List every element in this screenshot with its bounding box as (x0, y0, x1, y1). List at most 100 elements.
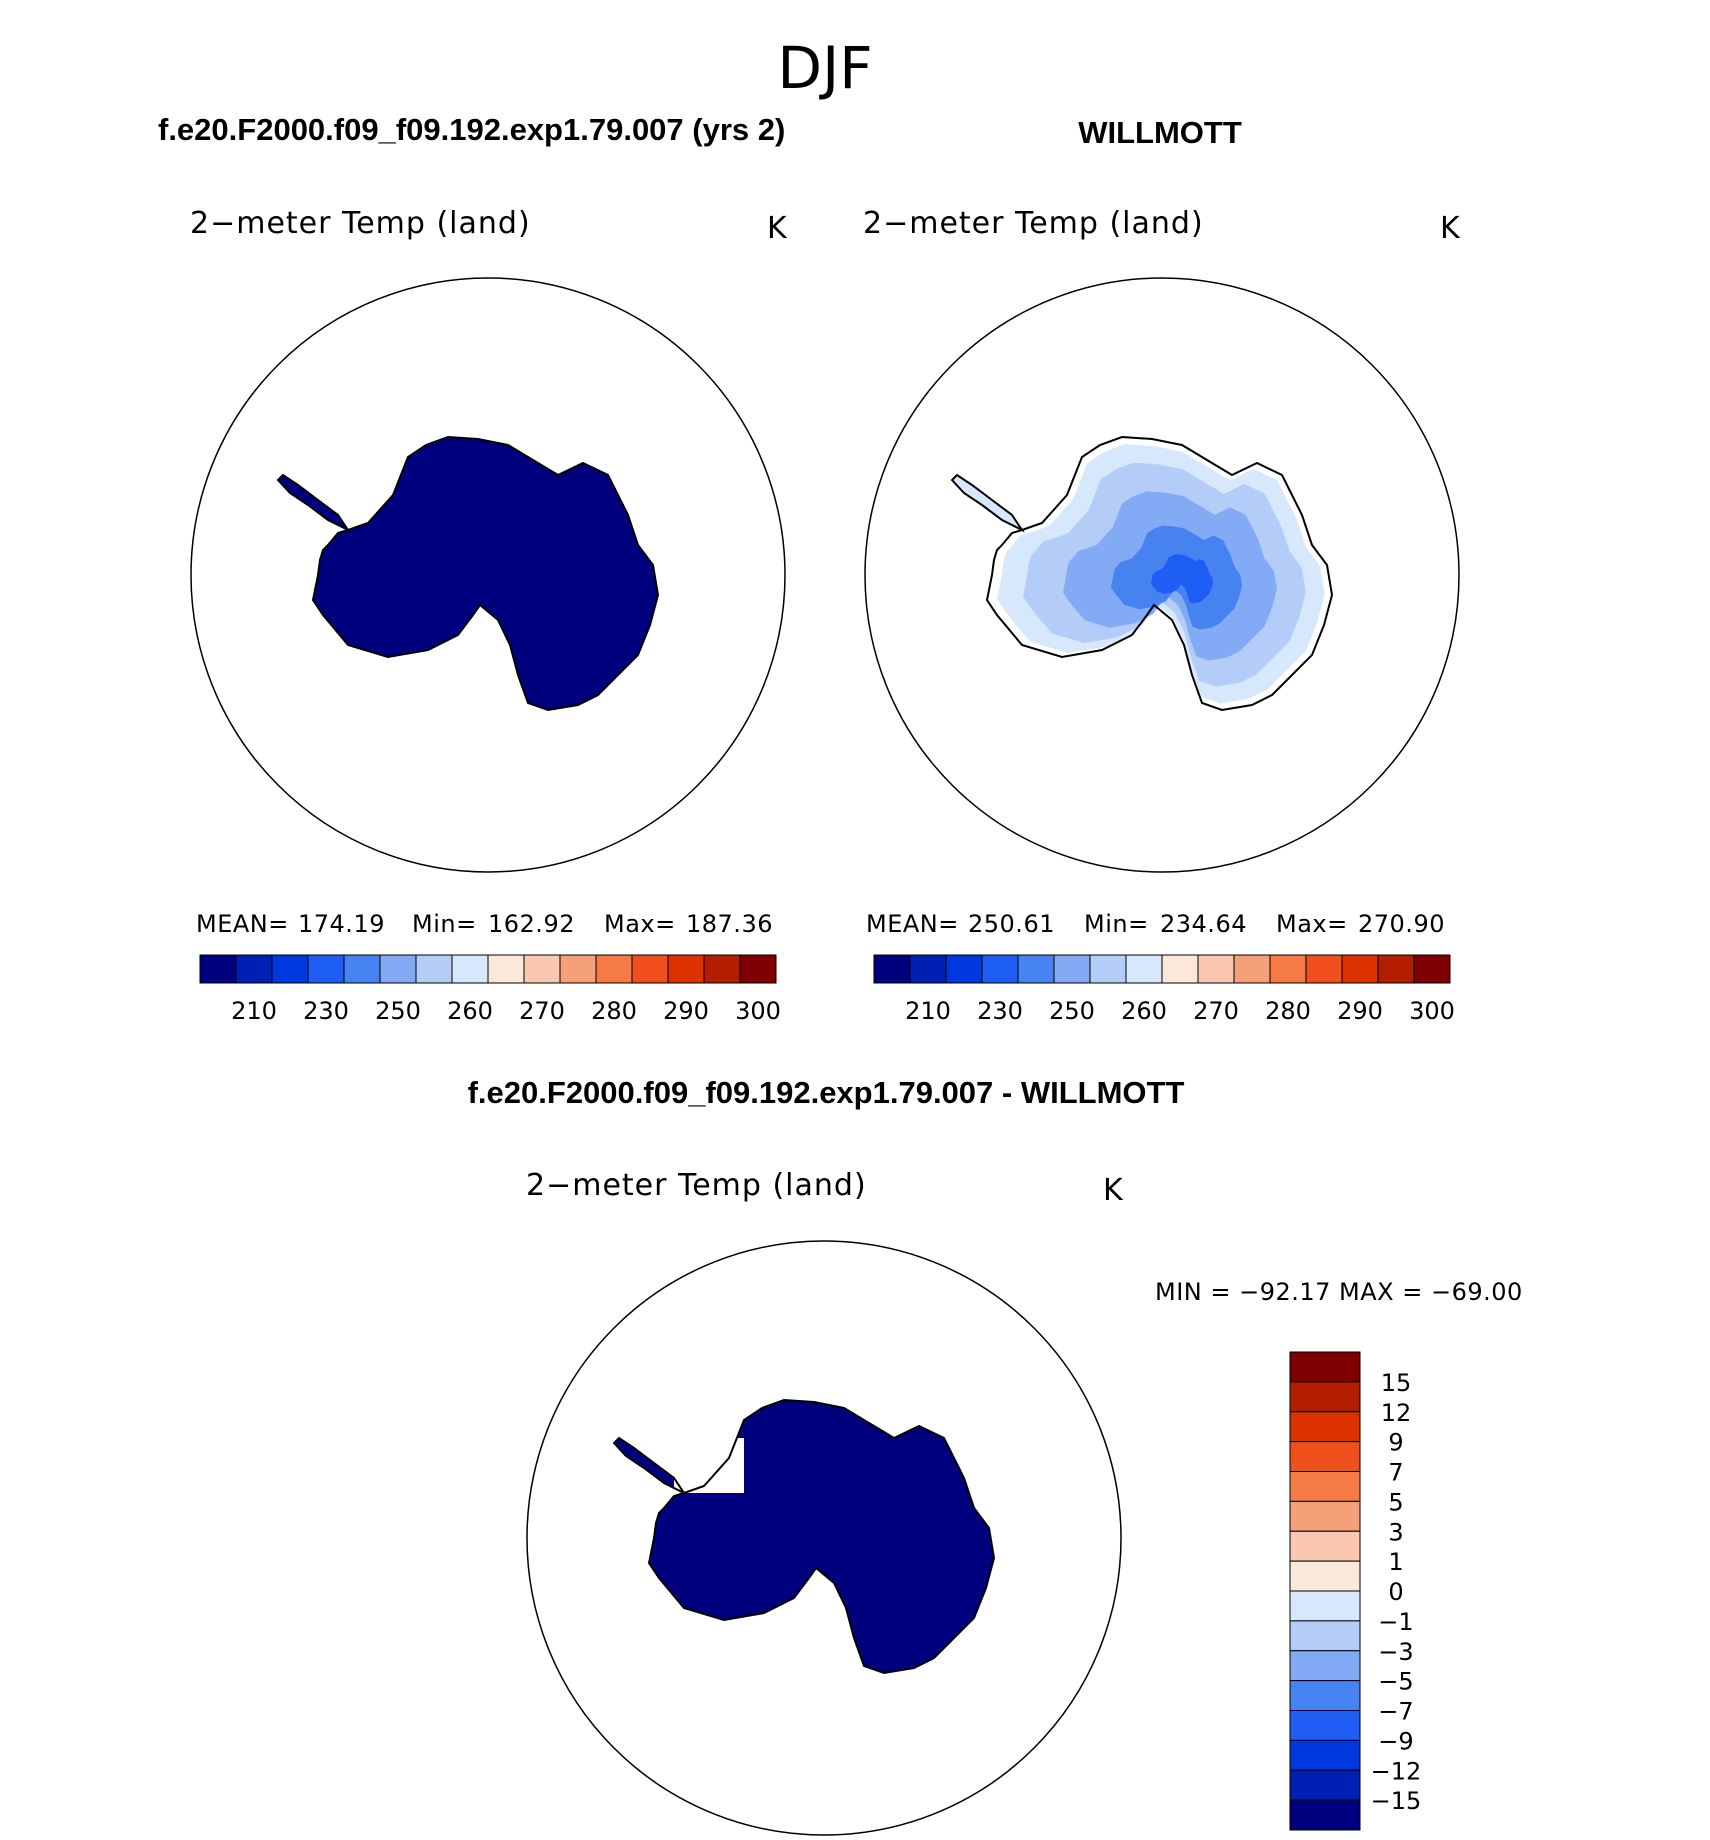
panel-b-title: WILLMOTT (1078, 115, 1242, 150)
colorbar-swatch (1341, 954, 1379, 984)
colorbar-tick-label: 9 (1388, 1429, 1403, 1457)
colorbar-tick-label: 250 (1049, 997, 1095, 1025)
colorbar-tick-label: 280 (591, 997, 637, 1025)
coastline (985, 435, 1334, 712)
temperature-band-5 (1151, 554, 1214, 604)
panel-a-title: f.e20.F2000.f09_f09.192.exp1.79.007 (yrs… (158, 112, 785, 147)
colorbar-tick-label: 300 (735, 997, 781, 1025)
land-fill (952, 437, 1332, 710)
colorbar-swatch (1289, 1560, 1361, 1592)
colorbar-swatch (1305, 954, 1343, 984)
panel-b-min-label: Min= (1084, 910, 1149, 938)
panel-b-variable-label: 2−meter Temp (land) (863, 206, 1204, 241)
colorbar-swatch (1289, 1500, 1361, 1532)
peninsula-coastline (950, 473, 1025, 533)
coastline (311, 435, 660, 712)
colorbar-swatch (199, 954, 237, 984)
colorbar-tick-label: −9 (1378, 1727, 1413, 1755)
colorbar-swatch (1289, 1441, 1361, 1472)
colorbar-swatch (559, 954, 597, 984)
colorbar-tick-label: 7 (1388, 1459, 1403, 1487)
panel-b-max-label: Max= (1276, 910, 1348, 938)
colorbar-tick-label: 260 (447, 997, 493, 1025)
colorbar-swatch (235, 954, 273, 984)
colorbar-tick-label: 0 (1388, 1578, 1403, 1606)
colorbar-swatch (1197, 954, 1235, 984)
peninsula-coastline (612, 1436, 687, 1496)
colorbar-swatch (1377, 954, 1415, 984)
colorbar-tick-label: 250 (375, 997, 421, 1025)
colorbar-swatch (1289, 1710, 1361, 1741)
colorbar-swatch (1125, 954, 1163, 984)
colorbar-tick-label: 15 (1381, 1369, 1412, 1397)
panel-a-min-label: Min= (412, 910, 477, 938)
colorbar-swatch (1269, 954, 1307, 984)
panel-a-max-value: 187.36 (686, 910, 773, 938)
colorbar-swatch (307, 954, 345, 984)
panel-b-units-label: K (1440, 211, 1461, 246)
continent-fill (313, 437, 658, 710)
colorbar-swatch (1289, 1650, 1361, 1682)
panel-a-stats: MEAN= 174.19 Min= 162.92 Max= 187.36 (196, 910, 773, 938)
colorbar-swatch (1289, 1471, 1361, 1502)
panel-a-mean-label: MEAN= (196, 910, 289, 938)
season-title: DJF (777, 34, 872, 102)
diff-units-label: K (1103, 1173, 1124, 1208)
panel-b-mean-label: MEAN= (866, 910, 959, 938)
colorbar-tick-label: −12 (1371, 1757, 1422, 1785)
colorbar-tick-label: 280 (1265, 997, 1311, 1025)
colorbar-tick-label: 290 (1337, 997, 1383, 1025)
colorbar-swatch (1289, 1739, 1361, 1771)
colorbar-tick-label: 230 (977, 997, 1023, 1025)
colorbar-tick-label: 210 (905, 997, 951, 1025)
colorbar-swatch (1289, 1769, 1361, 1801)
colorbar-tick-label: 270 (1193, 997, 1239, 1025)
colorbar-swatch (1017, 954, 1055, 984)
colorbar-swatch (1053, 954, 1091, 984)
colorbar-tick-label: 230 (303, 997, 349, 1025)
colorbar-tick-label: 3 (1388, 1518, 1403, 1546)
colorbar-tick-label: −3 (1378, 1638, 1413, 1666)
colorbar-tick-label: 1 (1388, 1548, 1403, 1576)
peninsula-fill (952, 475, 1022, 530)
colorbar-swatch (981, 954, 1019, 984)
colorbar-swatch (1289, 1799, 1361, 1831)
coastline (647, 1398, 996, 1675)
peninsula-coastline (276, 473, 351, 533)
land-fill (278, 437, 658, 710)
colorbar-swatch (1289, 1530, 1361, 1562)
panel-a-max-label: Max= (604, 910, 676, 938)
colorbar-swatch (703, 954, 741, 984)
panel-a-colorbar: 210 230 250 260 270 280 290 300 (199, 954, 781, 1025)
colorbar-tick-label: 210 (231, 997, 277, 1025)
colorbar-tick-label: −5 (1378, 1668, 1413, 1696)
colorbar-tick-label: 5 (1388, 1488, 1403, 1516)
panel-a-units-label: K (767, 211, 788, 246)
colorbar-swatch (487, 954, 525, 984)
colorbar-swatch (379, 954, 417, 984)
colorbar-tick-label: 270 (519, 997, 565, 1025)
peninsula-fill (614, 1438, 684, 1493)
colorbar-swatch (415, 954, 453, 984)
diff-panel-title: f.e20.F2000.f09_f09.192.exp1.79.007 - WI… (468, 1075, 1185, 1110)
colorbar-swatch (1413, 954, 1451, 984)
colorbar-swatch (631, 954, 669, 984)
colorbar-swatch (1289, 1411, 1361, 1443)
colorbar-swatch (873, 954, 911, 984)
colorbar-tick-label: 290 (663, 997, 709, 1025)
panel-b-mean-value: 250.61 (968, 910, 1055, 938)
colorbar-swatch (1289, 1590, 1361, 1622)
panel-a-min-value: 162.92 (488, 910, 575, 938)
colorbar-swatch (909, 954, 947, 984)
colorbar-tick-label: 12 (1381, 1399, 1412, 1427)
colorbar-swatch (271, 954, 309, 984)
colorbar-tick-label: 260 (1121, 997, 1167, 1025)
land-fill (614, 1400, 994, 1673)
colorbar-swatch (739, 954, 777, 984)
colorbar-tick-label: 300 (1409, 997, 1455, 1025)
colorbar-swatch (1289, 1381, 1361, 1413)
colorbar-swatch (1161, 954, 1199, 984)
colorbar-swatch (667, 954, 705, 984)
